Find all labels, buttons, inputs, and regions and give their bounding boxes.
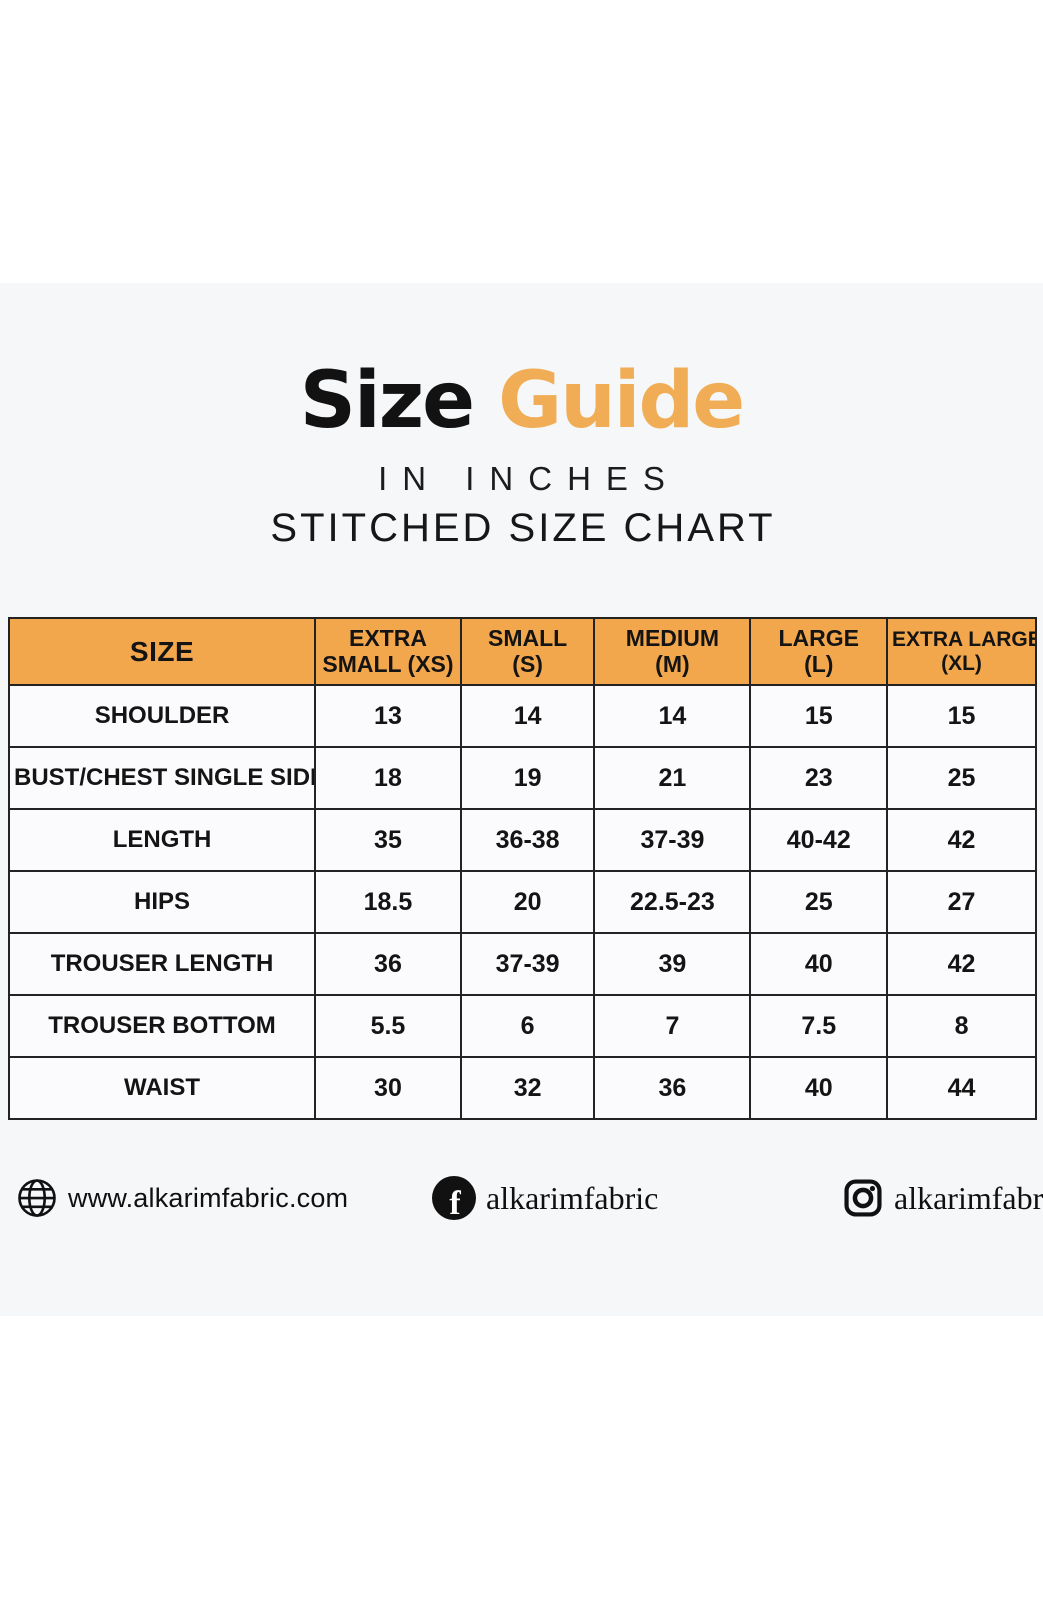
table-row-shoulder: SHOULDER 13 14 14 15 15 (7, 684, 1037, 748)
column-header-extra-small: EXTRA SMALL (XS) (314, 617, 462, 686)
cell-value: 5.5 (314, 994, 462, 1058)
page-title: Size Guide (0, 362, 1043, 440)
cell-value: 13 (314, 684, 462, 748)
cell-value: 35 (314, 808, 462, 872)
table-row-hips: HIPS 18.5 20 22.5-23 25 27 (7, 870, 1037, 934)
column-header-extra-large: EXTRA LARGE (XL) (886, 617, 1037, 686)
row-label: TROUSER BOTTOM (7, 994, 317, 1058)
column-header-size: SIZE (7, 617, 317, 686)
row-label: HIPS (7, 870, 317, 934)
cell-value: 6 (459, 994, 596, 1058)
row-label: SHOULDER (7, 684, 317, 748)
cell-value: 42 (886, 932, 1037, 996)
cell-value: 25 (749, 870, 889, 934)
cell-value: 36 (314, 932, 462, 996)
subtitle-stitched-size-chart: STITCHED SIZE CHART (270, 506, 776, 550)
cell-value: 19 (459, 746, 596, 810)
cell-value: 22.5-23 (593, 870, 752, 934)
cell-value: 40 (749, 1056, 889, 1120)
table-row-waist: WAIST 30 32 36 40 44 (7, 1056, 1037, 1120)
instagram-item: alkarimfabrics (842, 1172, 1043, 1224)
cell-value: 7 (593, 994, 752, 1058)
cell-value: 40 (749, 932, 889, 996)
footer: www.alkarimfabric.com f alkarimfabric al… (0, 1172, 1043, 1224)
globe-icon (16, 1177, 58, 1219)
cell-value: 21 (593, 746, 752, 810)
instagram-handle: alkarimfabrics (894, 1179, 1043, 1216)
table-header-row: SIZE EXTRA SMALL (XS) SMALL (S) MEDIUM (M) … (7, 617, 1037, 686)
facebook-handle: alkarimfabric (486, 1179, 659, 1216)
cell-value: 27 (886, 870, 1037, 934)
cell-value: 37-39 (593, 808, 752, 872)
cell-value: 36-38 (459, 808, 596, 872)
website-item: www.alkarimfabric.com (16, 1172, 348, 1224)
cell-value: 44 (886, 1056, 1037, 1120)
subtitle-in-inches: IN INCHES (378, 460, 680, 497)
column-header-small: SMALL (S) (459, 617, 596, 686)
facebook-item: f alkarimfabric (432, 1172, 658, 1224)
cell-value: 42 (886, 808, 1037, 872)
column-header-large: LARGE (L) (749, 617, 889, 686)
table-row-length: LENGTH 35 36-38 37-39 40-42 42 (7, 808, 1037, 872)
website-url: www.alkarimfabric.com (68, 1182, 349, 1213)
cell-value: 25 (886, 746, 1037, 810)
row-label: BUST/CHEST SINGLE SIDE (7, 746, 317, 810)
cell-value: 37-39 (459, 932, 596, 996)
cell-value: 15 (749, 684, 889, 748)
cell-value: 15 (886, 684, 1037, 748)
cell-value: 39 (593, 932, 752, 996)
table-row-trouser-bottom: TROUSER BOTTOM 5.5 6 7 7.5 8 (7, 994, 1037, 1058)
title-block: Size Guide IN INCHES STITCHED SIZE CHART (0, 362, 1043, 551)
instagram-icon (842, 1177, 884, 1219)
row-label: TROUSER LENGTH (7, 932, 317, 996)
cell-value: 32 (459, 1056, 596, 1120)
cell-value: 8 (886, 994, 1037, 1058)
table-row-bust-chest: BUST/CHEST SINGLE SIDE 18 19 21 23 25 (7, 746, 1037, 810)
cell-value: 14 (593, 684, 752, 748)
row-label: LENGTH (7, 808, 317, 872)
cell-value: 18.5 (314, 870, 462, 934)
title-word-guide: Guide (498, 356, 745, 446)
cell-value: 20 (459, 870, 596, 934)
facebook-icon: f (432, 1176, 476, 1220)
cell-value: 14 (459, 684, 596, 748)
cell-value: 7.5 (749, 994, 889, 1058)
size-chart-table: SIZE EXTRA SMALL (XS) SMALL (S) MEDIUM (M) … (7, 617, 1037, 1120)
facebook-f-glyph: f (449, 1184, 461, 1220)
cell-value: 18 (314, 746, 462, 810)
cell-value: 30 (314, 1056, 462, 1120)
cell-value: 36 (593, 1056, 752, 1120)
cell-value: 23 (749, 746, 889, 810)
row-label: WAIST (7, 1056, 317, 1120)
cell-value: 40-42 (749, 808, 889, 872)
title-word-size: Size (299, 356, 475, 446)
table-row-trouser-length: TROUSER LENGTH 36 37-39 39 40 42 (7, 932, 1037, 996)
column-header-medium: MEDIUM (M) (593, 617, 752, 686)
